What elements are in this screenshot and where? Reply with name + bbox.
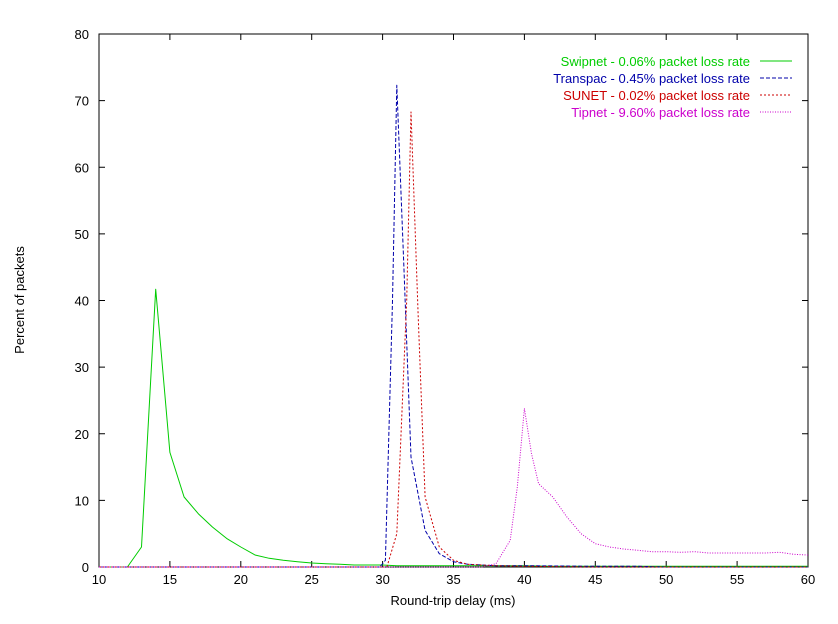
x-axis-label: Round-trip delay (ms) — [391, 593, 516, 608]
x-tick-label: 15 — [163, 572, 177, 587]
y-tick-label: 0 — [82, 560, 89, 575]
y-tick-label: 40 — [75, 294, 89, 309]
y-tick-label: 30 — [75, 360, 89, 375]
y-tick-label: 60 — [75, 160, 89, 175]
x-tick-label: 60 — [801, 572, 815, 587]
series-line-2 — [99, 84, 808, 568]
series-group — [99, 84, 809, 568]
legend-label-2: Transpac - 0.45% packet loss rate — [553, 71, 750, 86]
x-tick-label: 50 — [659, 572, 673, 587]
x-tick-label: 55 — [730, 572, 744, 587]
y-tick-label: 20 — [75, 427, 89, 442]
y-tick-label: 70 — [75, 94, 89, 109]
x-tick-label: 20 — [234, 572, 248, 587]
x-tick-label: 45 — [588, 572, 602, 587]
x-tick-label: 35 — [446, 572, 460, 587]
legend-label-4: Tipnet - 9.60% packet loss rate — [571, 105, 750, 120]
y-tick-label: 10 — [75, 493, 89, 508]
x-tick-label: 40 — [517, 572, 531, 587]
legend: Swipnet - 0.06% packet loss rate Transpac… — [553, 54, 792, 120]
y-tick-label: 50 — [75, 227, 89, 242]
x-tick-label: 25 — [304, 572, 318, 587]
y-axis-label: Percent of packets — [12, 246, 27, 354]
y-tick-label: 80 — [75, 27, 89, 42]
x-tick-label: 10 — [92, 572, 106, 587]
legend-label-1: Swipnet - 0.06% packet loss rate — [561, 54, 750, 69]
legend-label-3: SUNET - 0.02% packet loss rate — [563, 88, 750, 103]
series-line-3 — [99, 111, 808, 568]
x-tick-label: 30 — [375, 572, 389, 587]
